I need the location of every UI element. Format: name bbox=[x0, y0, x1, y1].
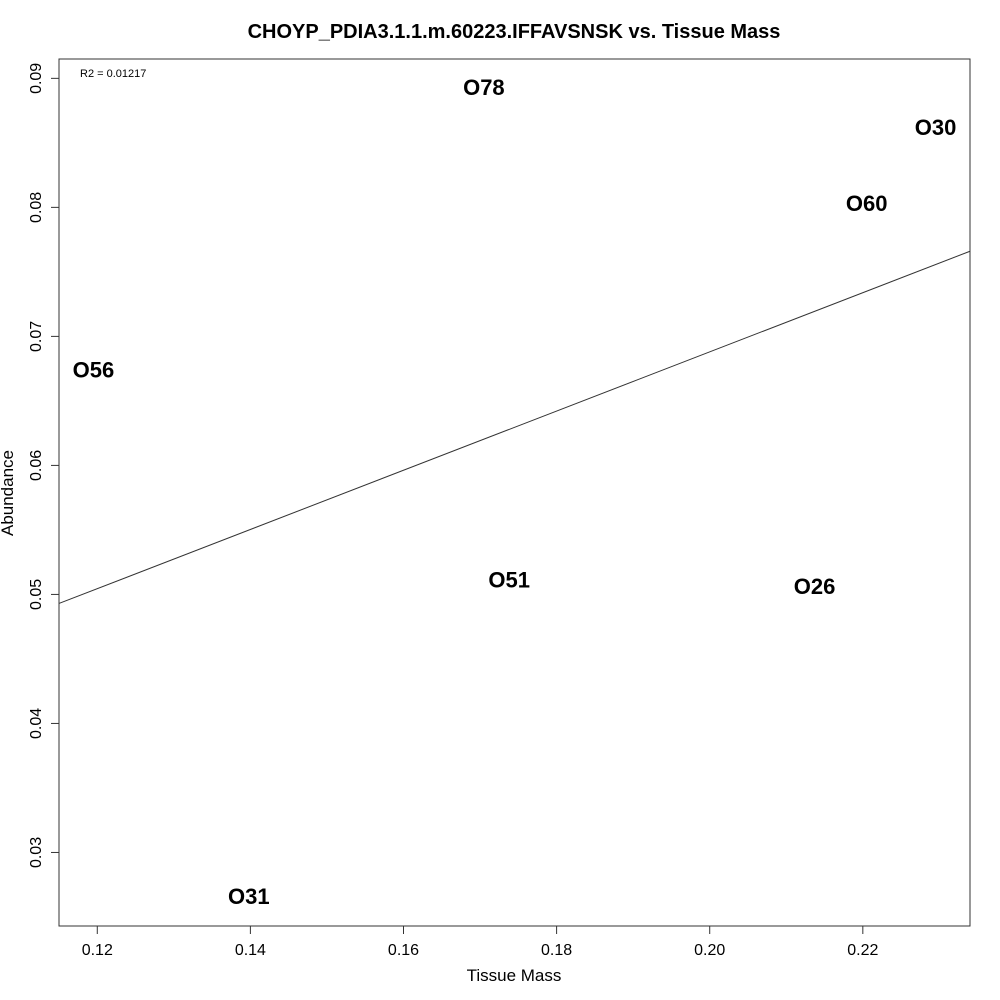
point-label-o60: O60 bbox=[846, 191, 888, 216]
x-axis-label: Tissue Mass bbox=[467, 966, 562, 985]
regression-layer bbox=[58, 250, 971, 604]
point-label-o26: O26 bbox=[794, 574, 836, 599]
point-label-o51: O51 bbox=[488, 568, 530, 593]
regression-line bbox=[58, 250, 971, 604]
point-label-o30: O30 bbox=[915, 115, 957, 140]
point-label-o31: O31 bbox=[228, 884, 270, 909]
chart-title: CHOYP_PDIA3.1.1.m.60223.IFFAVSNSK vs. Ti… bbox=[248, 21, 781, 43]
x-tick-label: 0.14 bbox=[235, 942, 266, 959]
point-label-o56: O56 bbox=[73, 357, 115, 382]
y-tick-label: 0.06 bbox=[28, 450, 45, 481]
y-tick-label: 0.05 bbox=[28, 579, 45, 610]
r2-annotation: R2 = 0.01217 bbox=[80, 68, 146, 80]
y-tick-label: 0.04 bbox=[28, 708, 45, 739]
points-layer: O78 O30 O60 O56 O51 O26 O31 bbox=[73, 75, 957, 909]
x-axis: 0.12 0.14 0.16 0.18 0.20 0.22 bbox=[82, 925, 878, 959]
y-tick-label: 0.09 bbox=[28, 63, 45, 94]
x-tick-label: 0.22 bbox=[847, 942, 878, 959]
y-tick-label: 0.03 bbox=[28, 837, 45, 868]
x-tick-label: 0.16 bbox=[388, 942, 419, 959]
plot-frame bbox=[58, 58, 971, 927]
y-tick-label: 0.07 bbox=[28, 321, 45, 352]
point-label-o78: O78 bbox=[463, 75, 505, 100]
x-tick-label: 0.18 bbox=[541, 942, 572, 959]
x-tick-label: 0.12 bbox=[82, 942, 113, 959]
y-axis: 0.03 0.04 0.05 0.06 0.07 0.08 0.09 bbox=[28, 63, 60, 868]
y-axis-label: Abundance bbox=[0, 450, 17, 536]
y-tick-label: 0.08 bbox=[28, 192, 45, 223]
x-tick-label: 0.20 bbox=[694, 942, 725, 959]
